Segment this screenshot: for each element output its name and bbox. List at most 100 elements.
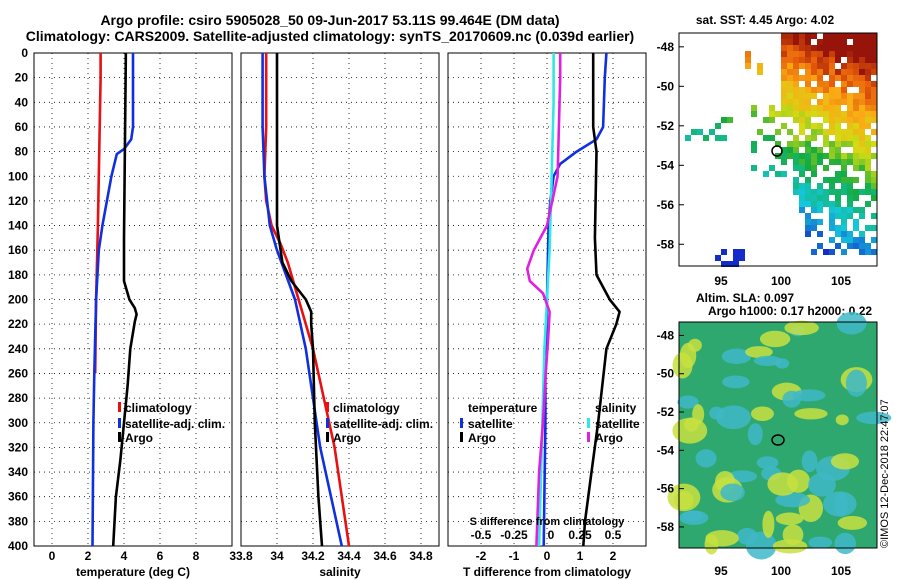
sst-pixel	[739, 255, 745, 261]
depth-tick-label: 300	[8, 416, 28, 430]
sst-pixel	[829, 201, 835, 207]
sst-pixel	[865, 123, 871, 129]
legend-climatology: climatology	[125, 401, 192, 415]
sst-pixel	[859, 87, 865, 93]
sst-pixel	[823, 105, 829, 111]
sst-pixel	[823, 51, 829, 57]
sst-pixel	[787, 111, 793, 117]
sst-pixel	[853, 243, 859, 249]
sst-pixel	[799, 123, 805, 129]
sst-pixel	[823, 129, 829, 135]
sla-eddy	[747, 423, 763, 446]
map-lon-label: 95	[714, 274, 728, 288]
sst-pixel	[853, 105, 859, 111]
sst-pixel	[811, 171, 817, 177]
sst-pixel	[715, 135, 721, 141]
sst-pixel	[871, 57, 877, 63]
sst-pixel	[769, 111, 775, 117]
sst-pixel	[769, 117, 775, 123]
sst-pixel	[859, 249, 865, 255]
sst-pixel	[859, 213, 865, 219]
legend-title-temperature: temperature	[468, 401, 538, 415]
depth-tick-label: 380	[8, 514, 28, 528]
sst-pixel	[823, 153, 829, 159]
sst-pixel	[817, 219, 823, 225]
sst-pixel	[823, 141, 829, 147]
depth-tick-label: 160	[8, 243, 28, 257]
imos-watermark: ©IMOS 12-Dec-2018 22:47:07	[879, 399, 891, 548]
salinity-tick-label: 34.2	[301, 549, 325, 563]
sst-pixel	[757, 129, 763, 135]
sst-pixel	[829, 183, 835, 189]
map-lat-label: -52	[657, 119, 675, 133]
map-lat-label: -48	[657, 40, 675, 54]
sst-pixel	[811, 45, 817, 51]
sst-pixel	[817, 87, 823, 93]
sst-pixel	[817, 75, 823, 81]
sst-pixel	[805, 201, 811, 207]
legend-swatch-t-argo	[460, 432, 463, 442]
sst-pixel	[865, 69, 871, 75]
sst-pixel	[811, 111, 817, 117]
sst-pixel	[829, 45, 835, 51]
sst-pixel	[853, 93, 859, 99]
sst-pixel	[721, 135, 727, 141]
sla-eddy	[837, 516, 868, 530]
sst-pixel	[823, 33, 829, 39]
salinity-axis-label: salinity	[319, 565, 361, 579]
sst-pixel	[781, 63, 787, 69]
sst-pixel	[793, 159, 799, 165]
sst-pixel	[853, 111, 859, 117]
sst-pixel	[781, 111, 787, 117]
sst-pixel	[871, 63, 877, 69]
sst-pixel	[853, 177, 859, 183]
sst-pixel	[871, 195, 877, 201]
depth-tick-label: 260	[8, 366, 28, 380]
sla-eddy	[677, 395, 699, 409]
sst-pixel	[793, 117, 799, 123]
sst-pixel	[793, 57, 799, 63]
sla-eddy	[836, 312, 867, 335]
sst-pixel	[811, 147, 817, 153]
sst-pixel	[721, 249, 727, 255]
sst-pixel	[835, 147, 841, 153]
sst-pixel	[841, 213, 847, 219]
sst-pixel	[787, 87, 793, 93]
sst-pixel	[787, 147, 793, 153]
sst-pixel	[847, 213, 853, 219]
depth-tick-label: 200	[8, 293, 28, 307]
sst-pixel	[793, 69, 799, 75]
sst-pixel	[811, 63, 817, 69]
legend-satellite-adj: satellite-adj. clim.	[333, 417, 433, 431]
sst-pixel	[835, 207, 841, 213]
sst-pixel	[847, 135, 853, 141]
sst-pixel	[841, 81, 847, 87]
sst-pixel	[823, 69, 829, 75]
sst-pixel	[769, 135, 775, 141]
sst-pixel	[841, 189, 847, 195]
sst-pixel	[859, 189, 865, 195]
sst-pixel	[871, 213, 877, 219]
map-lat-label: -50	[657, 367, 675, 381]
legend-title-salinity: salinity	[595, 401, 637, 415]
sst-pixel	[799, 75, 805, 81]
sst-pixel	[865, 33, 871, 39]
sst-pixel	[805, 195, 811, 201]
sst-pixel	[817, 45, 823, 51]
sst-pixel	[859, 207, 865, 213]
sst-pixel	[841, 237, 847, 243]
sst-pixel	[799, 129, 805, 135]
sst-pixel	[853, 75, 859, 81]
sst-pixel	[781, 99, 787, 105]
difference-legend: temperature satellite Argo salinity sate…	[460, 401, 640, 445]
sst-pixel	[787, 153, 793, 159]
sst-pixel	[811, 165, 817, 171]
sst-pixel	[841, 219, 847, 225]
sst-pixel	[859, 243, 865, 249]
sst-pixel	[841, 75, 847, 81]
sst-pixel	[793, 153, 799, 159]
map-lat-label: -50	[657, 79, 675, 93]
sst-pixel	[859, 135, 865, 141]
sst-pixel	[805, 81, 811, 87]
salinity-series-argo	[275, 53, 324, 546]
